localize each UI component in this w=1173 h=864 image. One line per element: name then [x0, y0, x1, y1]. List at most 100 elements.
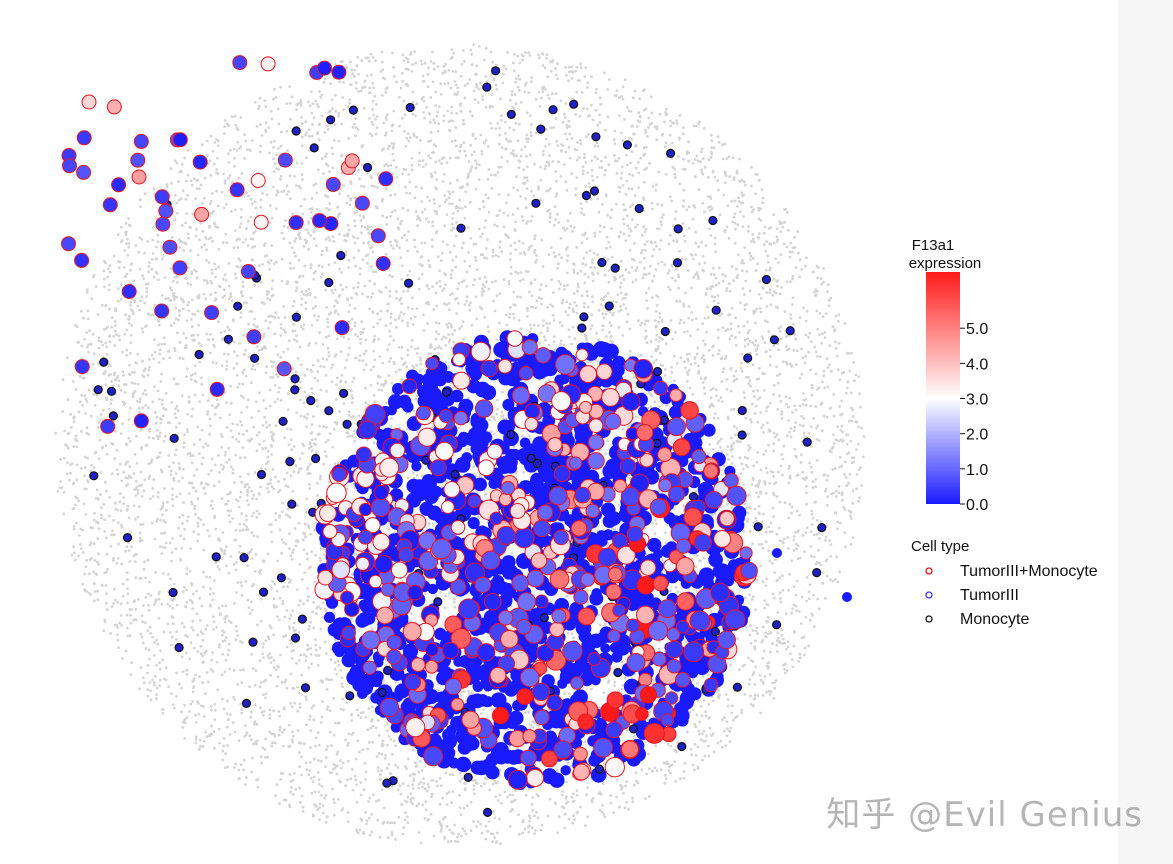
- background-cell: [307, 287, 311, 291]
- background-cell: [89, 342, 93, 346]
- background-cell: [649, 340, 653, 343]
- background-cell: [277, 122, 281, 126]
- background-cell: [253, 200, 257, 204]
- background-cell: [762, 649, 766, 653]
- background-cell: [673, 749, 677, 752]
- background-cell: [651, 279, 654, 283]
- background-cell: [473, 256, 477, 259]
- background-cell: [249, 296, 253, 300]
- background-cell: [693, 158, 697, 161]
- background-cell: [644, 130, 648, 134]
- background-cell: [125, 272, 129, 276]
- background-cell: [251, 202, 254, 206]
- background-cell: [837, 439, 840, 443]
- background-cell: [547, 253, 551, 257]
- background-cell: [572, 226, 576, 229]
- background-cell: [658, 247, 661, 251]
- background-cell: [509, 98, 512, 102]
- background-cell: [762, 453, 766, 456]
- background-cell: [451, 332, 454, 336]
- background-cell: [273, 582, 277, 586]
- background-cell: [336, 659, 340, 663]
- background-cell: [823, 489, 827, 493]
- background-cell: [535, 258, 539, 262]
- background-cell: [243, 352, 247, 356]
- background-cell: [528, 816, 532, 820]
- background-cell: [411, 772, 415, 776]
- background-cell: [347, 337, 351, 341]
- background-cell: [737, 196, 740, 200]
- background-cell: [285, 471, 289, 475]
- background-cell: [556, 831, 560, 835]
- background-cell: [582, 256, 586, 260]
- background-cell: [186, 173, 190, 177]
- background-cell: [272, 139, 276, 143]
- background-cell: [316, 370, 320, 374]
- background-cell: [772, 474, 775, 478]
- background-cell: [304, 761, 308, 765]
- background-cell: [512, 186, 515, 190]
- background-cell: [126, 460, 129, 464]
- background-cell: [331, 152, 335, 156]
- background-cell: [79, 429, 83, 433]
- background-cell: [792, 585, 796, 588]
- background-cell: [705, 734, 708, 738]
- background-cell: [199, 221, 202, 225]
- background-cell: [332, 733, 336, 737]
- background-cell: [269, 259, 273, 262]
- background-cell: [228, 667, 232, 671]
- background-cell: [475, 64, 479, 68]
- background-cell: [406, 821, 410, 825]
- background-cell: [309, 266, 313, 270]
- background-cell: [220, 549, 224, 553]
- background-cell: [489, 50, 493, 54]
- background-cell: [134, 517, 137, 521]
- background-cell: [437, 352, 440, 355]
- background-cell: [694, 490, 698, 493]
- background-cell: [758, 232, 761, 236]
- background-cell: [601, 804, 604, 807]
- background-cell: [150, 521, 154, 525]
- background-cell: [709, 388, 713, 392]
- background-cell: [355, 210, 359, 214]
- background-cell: [491, 840, 494, 844]
- background-cell: [663, 120, 666, 124]
- background-cell: [216, 688, 220, 692]
- background-cell: [389, 356, 393, 360]
- background-cell: [318, 331, 321, 335]
- background-cell: [691, 708, 695, 712]
- background-cell: [474, 778, 477, 782]
- background-cell: [450, 140, 454, 143]
- background-cell: [477, 45, 481, 48]
- background-cell: [239, 222, 243, 226]
- background-cell: [249, 738, 253, 742]
- background-cell: [295, 334, 298, 338]
- background-cell: [521, 58, 524, 62]
- background-cell: [308, 718, 311, 721]
- background-cell: [339, 780, 343, 784]
- background-cell: [459, 74, 463, 78]
- background-cell: [308, 207, 312, 211]
- background-cell: [625, 800, 628, 804]
- background-cell: [185, 572, 189, 576]
- background-cell: [208, 159, 212, 163]
- background-cell: [134, 479, 138, 483]
- background-cell: [370, 627, 374, 631]
- background-cell: [124, 649, 128, 653]
- background-cell: [322, 365, 326, 369]
- background-cell: [374, 117, 377, 121]
- background-cell: [253, 720, 257, 724]
- background-cell: [359, 219, 363, 223]
- background-cell: [223, 552, 227, 556]
- background-cell: [196, 425, 200, 429]
- background-cell: [361, 748, 365, 752]
- background-cell: [361, 258, 365, 262]
- background-cell: [311, 610, 314, 614]
- background-cell: [362, 106, 366, 110]
- background-cell: [116, 633, 119, 637]
- background-cell: [450, 48, 454, 52]
- background-cell: [509, 252, 512, 255]
- background-cell: [695, 713, 699, 717]
- background-cell: [319, 793, 323, 797]
- background-cell: [567, 328, 571, 332]
